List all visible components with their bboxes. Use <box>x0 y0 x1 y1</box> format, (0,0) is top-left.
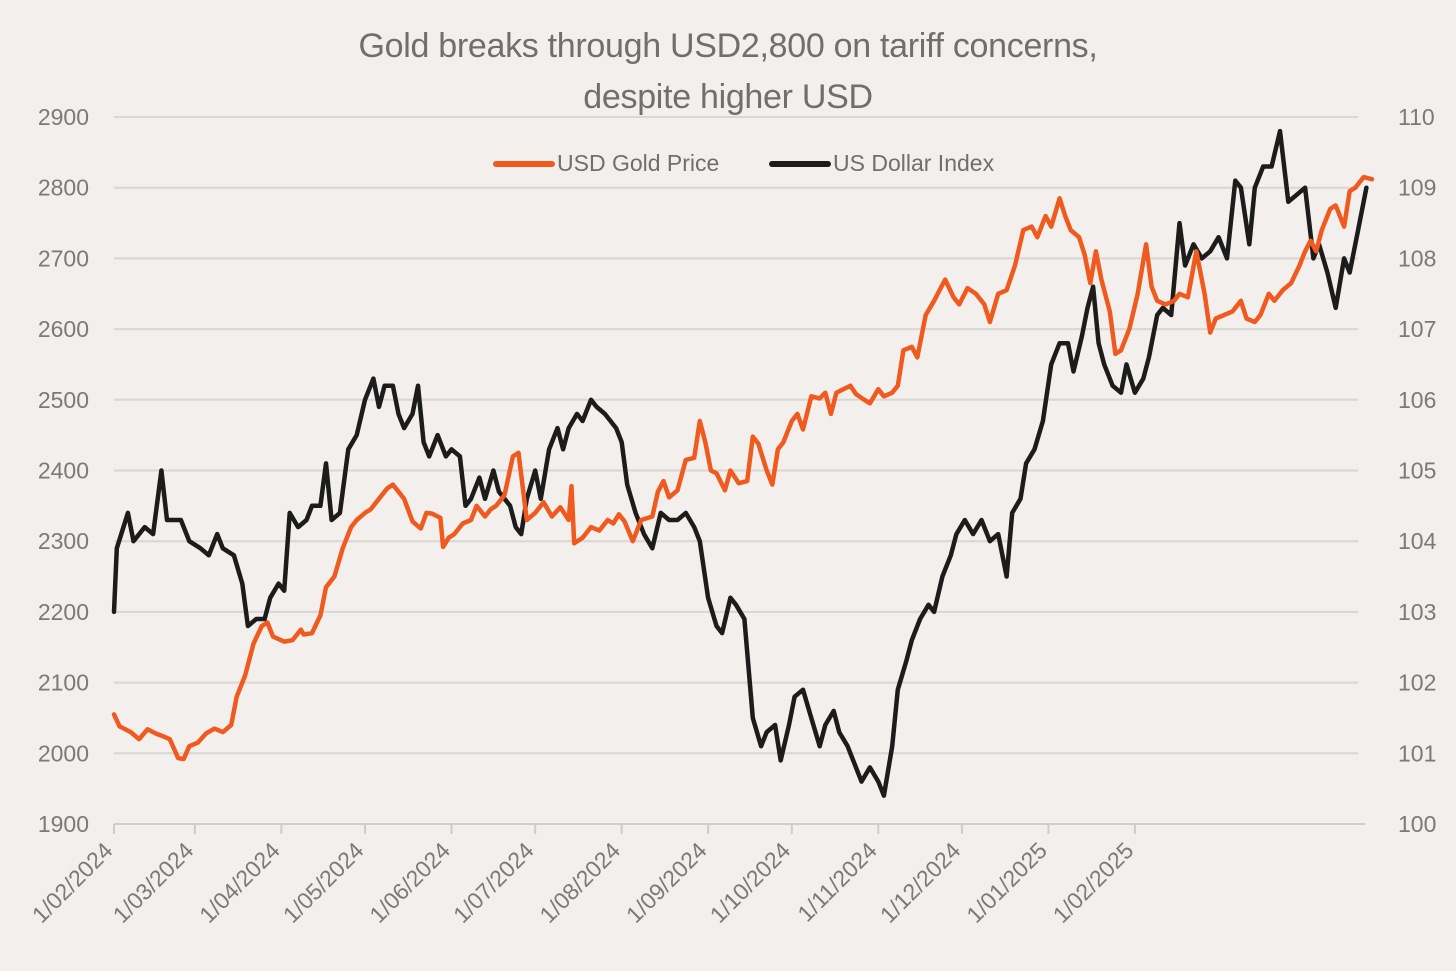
x-tick-label: 1/10/2024 <box>705 837 796 928</box>
x-tick-label: 1/05/2024 <box>278 837 369 928</box>
chart-title: Gold breaks through USD2,800 on tariff c… <box>358 27 1098 65</box>
y-left-tick-label: 2800 <box>38 175 89 201</box>
legend-item-usd: US Dollar Index <box>769 150 994 177</box>
y-left-tick-label: 2700 <box>38 245 89 271</box>
y-right-tick-label: 110 <box>1398 104 1435 130</box>
y-left-tick-label: 2000 <box>38 740 89 766</box>
y-right-tick-label: 109 <box>1398 175 1436 201</box>
y-left-tick-label: 2100 <box>38 670 89 696</box>
y-left-tick-label: 2500 <box>38 387 89 413</box>
y-left-tick-label: 1900 <box>38 811 89 837</box>
y-right-tick-label: 103 <box>1398 599 1436 625</box>
y-left-tick-label: 2900 <box>38 104 89 130</box>
y-left-tick-label: 2300 <box>38 528 89 554</box>
y-right-tick-label: 106 <box>1398 387 1436 413</box>
legend-label-usd: US Dollar Index <box>833 150 995 176</box>
y-right-tick-label: 101 <box>1398 740 1436 766</box>
y-right-tick-label: 107 <box>1398 316 1436 342</box>
y-right-tick-label: 102 <box>1398 670 1436 696</box>
series-line-gold-price <box>111 174 1375 762</box>
y-left-tick-label: 2600 <box>38 316 89 342</box>
x-tick-label: 1/01/2025 <box>961 837 1052 928</box>
chart-subtitle: despite higher USD <box>583 78 873 116</box>
x-tick-label: 1/08/2024 <box>534 837 625 928</box>
series-line-dollar-index <box>111 128 1369 798</box>
legend-item-gold: USD Gold Price <box>493 150 719 177</box>
x-tick-label: 1/02/2025 <box>1048 837 1139 928</box>
x-tick-label: 1/03/2024 <box>108 837 199 928</box>
x-tick-label: 1/07/2024 <box>448 837 539 928</box>
y-right-tick-label: 105 <box>1398 458 1436 484</box>
x-tick-label: 1/11/2024 <box>792 837 882 927</box>
x-tick-label: 1/04/2024 <box>194 837 285 928</box>
legend-swatch-usd <box>769 160 831 167</box>
y-left-tick-label: 2400 <box>38 458 89 484</box>
x-tick-label: 1/06/2024 <box>364 837 455 928</box>
x-tick-label: 1/12/2024 <box>875 837 966 928</box>
y-right-tick-label: 108 <box>1398 245 1436 271</box>
x-tick-label: 1/09/2024 <box>621 837 712 928</box>
legend-swatch-gold <box>493 160 555 167</box>
y-right-tick-label: 100 <box>1398 811 1436 837</box>
x-tick-label: 1/02/2024 <box>27 837 118 928</box>
y-right-tick-label: 104 <box>1398 528 1437 554</box>
legend-label-gold: USD Gold Price <box>557 150 720 176</box>
y-left-tick-label: 2200 <box>38 599 89 625</box>
